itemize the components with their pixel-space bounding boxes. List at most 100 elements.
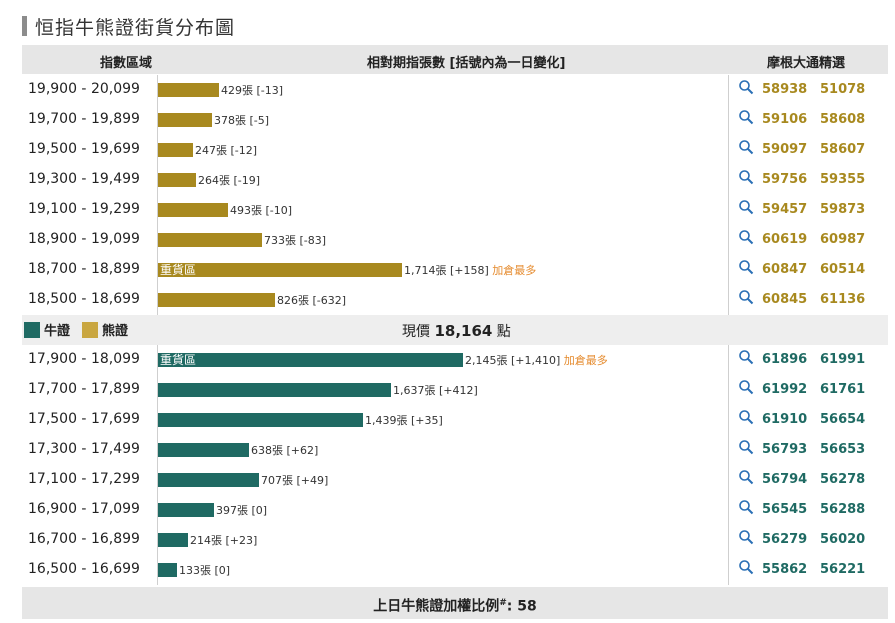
bear-row: 18,500 - 18,699 826張 [-632] 60845 61136 bbox=[22, 285, 888, 315]
search-icon[interactable] bbox=[738, 169, 754, 185]
search-icon[interactable] bbox=[738, 109, 754, 125]
bull-row: 16,500 - 16,699 133張 [0] 55862 56221 bbox=[22, 555, 888, 585]
spot-price-row: 牛證 熊證 現價 18,164 點 bbox=[22, 315, 888, 345]
warrant-code-link[interactable]: 59097 bbox=[762, 142, 808, 157]
footer-text: 上日牛熊證加權比例 bbox=[373, 598, 500, 615]
legend-bull-label: 牛證 bbox=[44, 324, 71, 339]
bull-row: 16,700 - 16,899 214張 [+23] 56279 56020 bbox=[22, 525, 888, 555]
warrant-code-link[interactable]: 61992 bbox=[762, 382, 808, 397]
warrant-code-link[interactable]: 59756 bbox=[762, 172, 808, 187]
search-icon[interactable] bbox=[738, 529, 754, 545]
warrant-code-link[interactable]: 56279 bbox=[762, 532, 808, 547]
warrant-code-link[interactable]: 60987 bbox=[820, 232, 866, 247]
bull-row: 17,100 - 17,299 707張 [+49] 56794 56278 bbox=[22, 465, 888, 495]
warrant-code-link[interactable]: 58938 bbox=[762, 82, 808, 97]
warrant-code-link[interactable]: 51078 bbox=[820, 82, 866, 97]
search-icon[interactable] bbox=[738, 229, 754, 245]
warrant-code-link[interactable]: 56653 bbox=[820, 442, 866, 457]
search-icon[interactable] bbox=[738, 289, 754, 305]
warrant-code-link[interactable]: 58608 bbox=[820, 112, 866, 127]
warrant-code-link[interactable]: 56288 bbox=[820, 502, 866, 517]
bear-row: 18,900 - 19,099 733張 [-83] 60619 60987 bbox=[22, 225, 888, 255]
warrant-code-link[interactable]: 60847 bbox=[762, 262, 808, 277]
bull-bar bbox=[158, 473, 259, 487]
footer-value: : 58 bbox=[506, 598, 537, 615]
bar-cell: 重貨區 2,145張 [+1,410] 加倉最多 bbox=[157, 345, 729, 375]
page-title-text: 恒指牛熊證街貨分布圖 bbox=[35, 16, 236, 39]
bear-row: 19,700 - 19,899 378張 [-5] 59106 58608 bbox=[22, 105, 888, 135]
bull-bar: 重貨區 bbox=[158, 353, 463, 367]
index-range: 16,900 - 17,099 bbox=[28, 501, 140, 517]
warrant-code-link[interactable]: 61136 bbox=[820, 292, 866, 307]
bar-cell: 264張 [-19] bbox=[157, 165, 729, 195]
bull-bar bbox=[158, 563, 177, 577]
bull-row: 17,500 - 17,699 1,439張 [+35] 61910 56654 bbox=[22, 405, 888, 435]
warrant-code-link[interactable]: 56278 bbox=[820, 472, 866, 487]
bull-bar bbox=[158, 503, 214, 517]
warrant-code-link[interactable]: 59457 bbox=[762, 202, 808, 217]
bear-row: 18,700 - 18,899 重貨區 1,714張 [+158] 加倉最多 6084… bbox=[22, 255, 888, 285]
bear-bar bbox=[158, 203, 228, 217]
bar-value-label: 429張 [-13] bbox=[221, 84, 284, 97]
warrant-code-link[interactable]: 59873 bbox=[820, 202, 866, 217]
warrant-code-link[interactable]: 60514 bbox=[820, 262, 866, 277]
warrant-code-link[interactable]: 59355 bbox=[820, 172, 866, 187]
header-bar: 相對期指張數 [括號內為一日變化] bbox=[367, 56, 566, 71]
bar-value-label: 264張 [-19] bbox=[198, 174, 261, 187]
search-icon[interactable] bbox=[738, 469, 754, 485]
page-title: 恒指牛熊證街貨分布圖 bbox=[22, 12, 235, 40]
bar-cell: 397張 [0] bbox=[157, 495, 729, 525]
warrant-code-link[interactable]: 60619 bbox=[762, 232, 808, 247]
warrant-code-link[interactable]: 61991 bbox=[820, 352, 866, 367]
warrant-code-link[interactable]: 60845 bbox=[762, 292, 808, 307]
search-icon[interactable] bbox=[738, 409, 754, 425]
warrant-code-link[interactable]: 61896 bbox=[762, 352, 808, 367]
bar-cell: 1,439張 [+35] bbox=[157, 405, 729, 435]
warrant-code-link[interactable]: 56545 bbox=[762, 502, 808, 517]
bull-row: 17,900 - 18,099 重貨區 2,145張 [+1,410] 加倉最多 61… bbox=[22, 345, 888, 375]
bar-cell: 493張 [-10] bbox=[157, 195, 729, 225]
search-icon[interactable] bbox=[738, 439, 754, 455]
bull-bar bbox=[158, 383, 391, 397]
warrant-code-link[interactable]: 59106 bbox=[762, 112, 808, 127]
warrant-code-link[interactable]: 56793 bbox=[762, 442, 808, 457]
search-icon[interactable] bbox=[738, 139, 754, 155]
bar-value-label: 247張 [-12] bbox=[195, 144, 258, 157]
bar-value-label: 1,714張 [+158] 加倉最多 bbox=[404, 264, 537, 277]
warrant-code-link[interactable]: 56654 bbox=[820, 412, 866, 427]
index-range: 19,900 - 20,099 bbox=[28, 81, 140, 97]
warrant-code-link[interactable]: 56221 bbox=[820, 562, 866, 577]
warrant-code-link[interactable]: 61910 bbox=[762, 412, 808, 427]
index-range: 19,700 - 19,899 bbox=[28, 111, 140, 127]
bear-bar bbox=[158, 233, 262, 247]
bar-cell: 638張 [+62] bbox=[157, 435, 729, 465]
bar-cell: 1,637張 [+412] bbox=[157, 375, 729, 405]
bar-cell: 133張 [0] bbox=[157, 555, 729, 585]
bar-value-label: 397張 [0] bbox=[216, 504, 268, 517]
warrant-code-link[interactable]: 56020 bbox=[820, 532, 866, 547]
bar-value-label: 493張 [-10] bbox=[230, 204, 293, 217]
index-range: 19,300 - 19,499 bbox=[28, 171, 140, 187]
search-icon[interactable] bbox=[738, 79, 754, 95]
bear-bar bbox=[158, 173, 196, 187]
search-icon[interactable] bbox=[738, 379, 754, 395]
spot-price: 現價 18,164 點 bbox=[402, 321, 511, 341]
bar-cell: 378張 [-5] bbox=[157, 105, 729, 135]
warrant-code-link[interactable]: 61761 bbox=[820, 382, 866, 397]
bar-cell: 733張 [-83] bbox=[157, 225, 729, 255]
bull-row: 17,300 - 17,499 638張 [+62] 56793 56653 bbox=[22, 435, 888, 465]
bull-row: 17,700 - 17,899 1,637張 [+412] 61992 61761 bbox=[22, 375, 888, 405]
bar-cell: 826張 [-632] bbox=[157, 285, 729, 315]
search-icon[interactable] bbox=[738, 199, 754, 215]
warrant-code-link[interactable]: 58607 bbox=[820, 142, 866, 157]
warrant-code-link[interactable]: 55862 bbox=[762, 562, 808, 577]
search-icon[interactable] bbox=[738, 499, 754, 515]
search-icon[interactable] bbox=[738, 559, 754, 575]
bar-value-label: 733張 [-83] bbox=[264, 234, 327, 247]
bar-value-label: 133張 [0] bbox=[179, 564, 231, 577]
search-icon[interactable] bbox=[738, 349, 754, 365]
index-range: 17,900 - 18,099 bbox=[28, 351, 140, 367]
warrant-code-link[interactable]: 56794 bbox=[762, 472, 808, 487]
bar-value-label: 2,145張 [+1,410] 加倉最多 bbox=[465, 354, 608, 367]
search-icon[interactable] bbox=[738, 259, 754, 275]
